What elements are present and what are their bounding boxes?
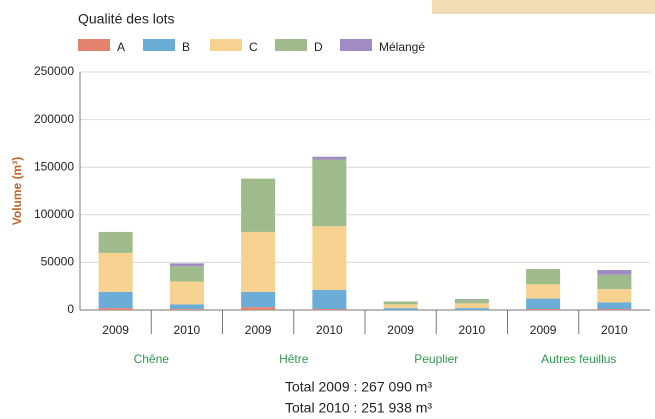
y-axis-label: Volume (m³) (10, 157, 24, 225)
bar-segment (98, 231, 133, 253)
x-tick-label: 2010 (174, 323, 201, 337)
group-label: Autres feuillus (541, 352, 616, 366)
bar-segment (597, 289, 632, 303)
legend-swatch (340, 39, 372, 51)
bar-segment (312, 226, 347, 291)
bar-segment (383, 304, 418, 309)
bar-segment (597, 270, 632, 275)
legend-swatch (78, 39, 110, 51)
legend-swatch (143, 39, 175, 51)
bar-segment (312, 159, 347, 227)
bar-segment (383, 301, 418, 305)
legend-swatch (210, 39, 242, 51)
x-tick-label: 2009 (387, 323, 414, 337)
legend-label: Mélangé (379, 40, 425, 54)
x-tick-label: 2010 (316, 323, 343, 337)
bar-segment (241, 178, 276, 232)
bar-segment (597, 274, 632, 290)
bar-segment (312, 290, 347, 310)
legend-swatch (275, 39, 307, 51)
bar-segment (526, 309, 561, 310)
bar-segment (241, 231, 276, 292)
annotation: Total 2009 : 267 090 m³ (285, 379, 432, 395)
group-label: Hêtre (279, 352, 309, 366)
bar-segment (383, 308, 418, 310)
bar-segment (98, 252, 133, 292)
group-label: Chêne (134, 352, 170, 366)
bar-segment (98, 308, 133, 310)
bar-segment (526, 298, 561, 310)
bar-segment (597, 302, 632, 310)
y-tick-label: 200000 (34, 112, 74, 126)
bar-segment (169, 266, 204, 282)
bar-segment (312, 156, 347, 160)
decoration (432, 0, 655, 14)
bar-segment (169, 281, 204, 305)
legend-label: C (249, 40, 258, 54)
legend-label: D (314, 40, 323, 54)
x-tick-label: 2010 (601, 323, 628, 337)
y-tick-label: 100000 (34, 207, 74, 221)
bar-segment (241, 291, 276, 308)
x-tick-label: 2009 (245, 323, 272, 337)
bar-segment (169, 263, 204, 267)
y-tick-label: 0 (67, 302, 74, 316)
bar-segment (454, 303, 489, 309)
legend-label: A (117, 40, 125, 54)
y-tick-label: 250000 (34, 64, 74, 78)
bar-segment (454, 299, 489, 304)
bar-segment (526, 284, 561, 299)
bar-segment (597, 309, 632, 310)
x-tick-label: 2009 (102, 323, 129, 337)
bar-segment (454, 308, 489, 310)
bar-segment (241, 307, 276, 310)
x-tick-label: 2010 (459, 323, 486, 337)
legend-title: Qualité des lots (78, 11, 175, 27)
group-label: Peuplier (414, 352, 458, 366)
bar-segment (98, 291, 133, 309)
y-tick-label: 150000 (34, 159, 74, 173)
annotation: Total 2010 : 251 938 m³ (285, 400, 432, 416)
y-tick-label: 50000 (41, 255, 75, 269)
legend-label: B (182, 40, 190, 54)
bar-segment (526, 269, 561, 285)
bar-segment (169, 304, 204, 310)
bar-segment (312, 309, 347, 310)
x-tick-label: 2009 (530, 323, 557, 337)
bar-segment (169, 309, 204, 310)
